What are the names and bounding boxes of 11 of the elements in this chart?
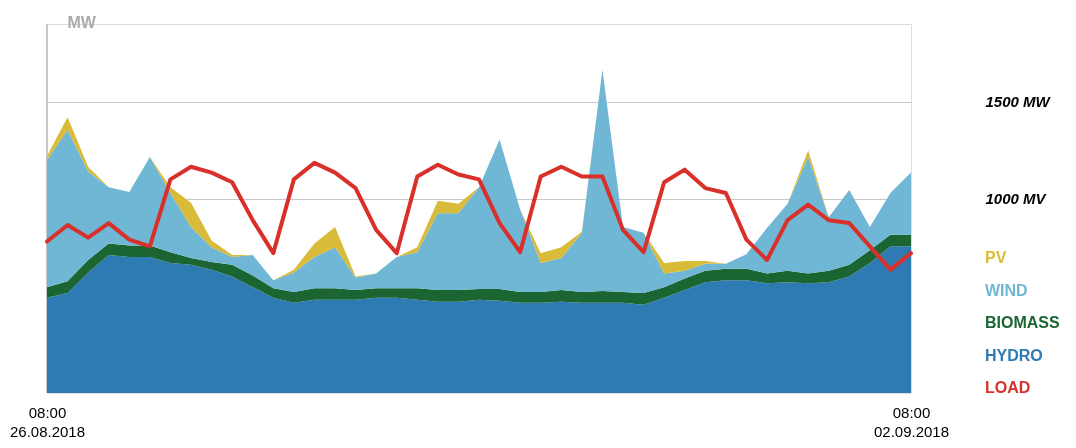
text: HYDRO <box>985 346 1043 364</box>
text: PV <box>985 249 1007 266</box>
y-tick-label: 1500 MW <box>985 93 1052 111</box>
x-tick-label: 08:00 26.08.2018 <box>9 403 86 440</box>
y-axis-title: MW <box>67 13 97 31</box>
text: WIND <box>985 281 1028 299</box>
y-tick-label: 1000 MV <box>985 190 1048 208</box>
text: BIOMASS <box>985 314 1060 331</box>
text: LOAD <box>985 379 1031 396</box>
line-series <box>45 160 913 272</box>
x-tick-label: 08:00 02.09.2018 <box>873 403 950 440</box>
